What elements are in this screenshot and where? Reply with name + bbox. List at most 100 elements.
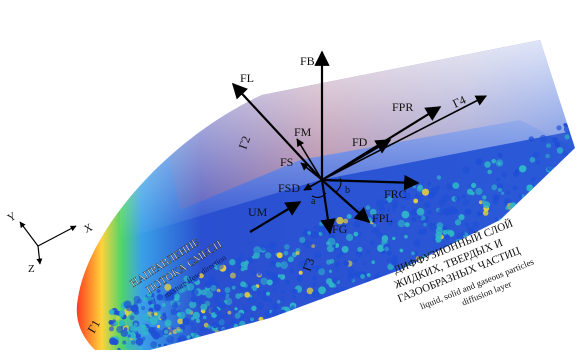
particle bbox=[329, 258, 335, 264]
particle bbox=[261, 295, 268, 302]
particle bbox=[221, 292, 227, 298]
particle bbox=[233, 337, 240, 343]
particle bbox=[407, 312, 412, 317]
particle bbox=[315, 318, 321, 323]
particle bbox=[566, 122, 571, 127]
particle bbox=[518, 215, 524, 220]
particle bbox=[535, 247, 543, 255]
particle bbox=[326, 245, 335, 253]
particle bbox=[562, 151, 569, 157]
particle bbox=[567, 190, 575, 198]
label-fd: FD bbox=[352, 135, 368, 149]
particle bbox=[351, 325, 356, 331]
particle bbox=[348, 298, 353, 302]
particle bbox=[412, 185, 416, 189]
particle bbox=[311, 244, 316, 249]
particle bbox=[423, 222, 427, 227]
label-g4: Г4 bbox=[450, 93, 468, 111]
particle bbox=[286, 315, 291, 321]
particle bbox=[296, 275, 304, 282]
particle bbox=[454, 195, 461, 202]
particle bbox=[334, 306, 341, 312]
particle bbox=[286, 322, 294, 331]
particle bbox=[160, 314, 167, 321]
particle bbox=[212, 342, 217, 347]
particle bbox=[231, 285, 236, 290]
particle bbox=[552, 137, 558, 143]
particle bbox=[108, 326, 114, 332]
particle bbox=[171, 302, 179, 309]
particle bbox=[472, 221, 479, 229]
particle bbox=[317, 225, 325, 233]
particle bbox=[446, 183, 454, 191]
particle bbox=[484, 161, 491, 168]
particle bbox=[423, 201, 431, 209]
particle bbox=[131, 340, 136, 345]
particle bbox=[370, 240, 375, 246]
particle bbox=[265, 337, 269, 342]
particle bbox=[437, 304, 444, 311]
particle bbox=[276, 299, 281, 304]
particle bbox=[263, 335, 271, 344]
particle bbox=[242, 335, 250, 342]
particle bbox=[332, 310, 337, 315]
particle bbox=[566, 238, 573, 245]
particle bbox=[551, 179, 557, 186]
particle bbox=[452, 182, 460, 190]
particle bbox=[383, 293, 391, 302]
particle bbox=[360, 274, 365, 279]
particle bbox=[245, 334, 252, 341]
particle bbox=[209, 307, 215, 314]
particle bbox=[513, 170, 520, 176]
particle bbox=[294, 312, 302, 320]
particle bbox=[487, 169, 493, 175]
particle bbox=[129, 315, 135, 321]
particle bbox=[347, 275, 354, 283]
particle bbox=[309, 329, 318, 338]
particle bbox=[163, 329, 169, 335]
particle bbox=[372, 300, 377, 305]
particle bbox=[566, 195, 575, 203]
particle bbox=[234, 307, 238, 311]
particle bbox=[361, 298, 370, 307]
particle bbox=[526, 247, 534, 256]
particle bbox=[534, 235, 540, 240]
particle bbox=[365, 205, 371, 211]
particle bbox=[214, 299, 219, 304]
particle bbox=[475, 187, 483, 195]
particle bbox=[381, 250, 386, 255]
particle bbox=[120, 329, 128, 337]
particle bbox=[280, 290, 286, 295]
particle bbox=[466, 188, 474, 195]
particle bbox=[205, 290, 213, 299]
particle bbox=[114, 321, 118, 326]
particle bbox=[497, 187, 503, 193]
particle bbox=[557, 216, 563, 221]
particle bbox=[556, 277, 564, 285]
particle bbox=[189, 300, 197, 309]
particle bbox=[521, 246, 527, 252]
particle bbox=[249, 337, 255, 343]
particle bbox=[361, 313, 366, 318]
particle bbox=[380, 293, 388, 300]
particle bbox=[362, 261, 367, 266]
particle bbox=[157, 294, 163, 300]
particle bbox=[403, 305, 411, 314]
particle bbox=[328, 269, 333, 273]
particle bbox=[238, 329, 244, 335]
particle bbox=[564, 134, 570, 140]
particle bbox=[401, 205, 406, 209]
particle bbox=[119, 313, 124, 318]
particle bbox=[508, 297, 513, 302]
particle bbox=[566, 226, 570, 230]
particle bbox=[163, 343, 168, 348]
particle bbox=[307, 231, 311, 235]
particle bbox=[553, 278, 561, 286]
particle bbox=[453, 303, 458, 308]
particle bbox=[229, 272, 236, 279]
particle bbox=[319, 296, 323, 300]
particle bbox=[286, 315, 291, 320]
particle bbox=[347, 268, 355, 275]
particle bbox=[493, 198, 499, 205]
label-fl: FL bbox=[240, 71, 254, 85]
